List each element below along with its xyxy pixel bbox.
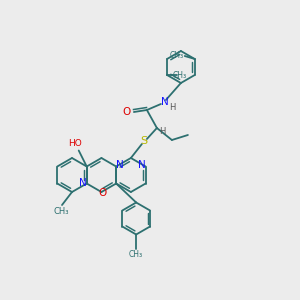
Text: N: N [138, 160, 146, 170]
Text: N: N [161, 97, 169, 107]
Text: N: N [116, 160, 124, 170]
Text: O: O [123, 107, 131, 117]
Text: H: H [169, 103, 175, 112]
Text: O: O [98, 188, 106, 198]
Text: H: H [159, 128, 165, 136]
Text: CH₃: CH₃ [170, 50, 184, 59]
Text: N: N [79, 178, 87, 188]
Text: S: S [140, 136, 148, 146]
Text: CH₃: CH₃ [173, 71, 187, 80]
Text: HO: HO [68, 139, 82, 148]
Text: CH₃: CH₃ [53, 208, 69, 217]
Text: CH₃: CH₃ [129, 250, 143, 259]
